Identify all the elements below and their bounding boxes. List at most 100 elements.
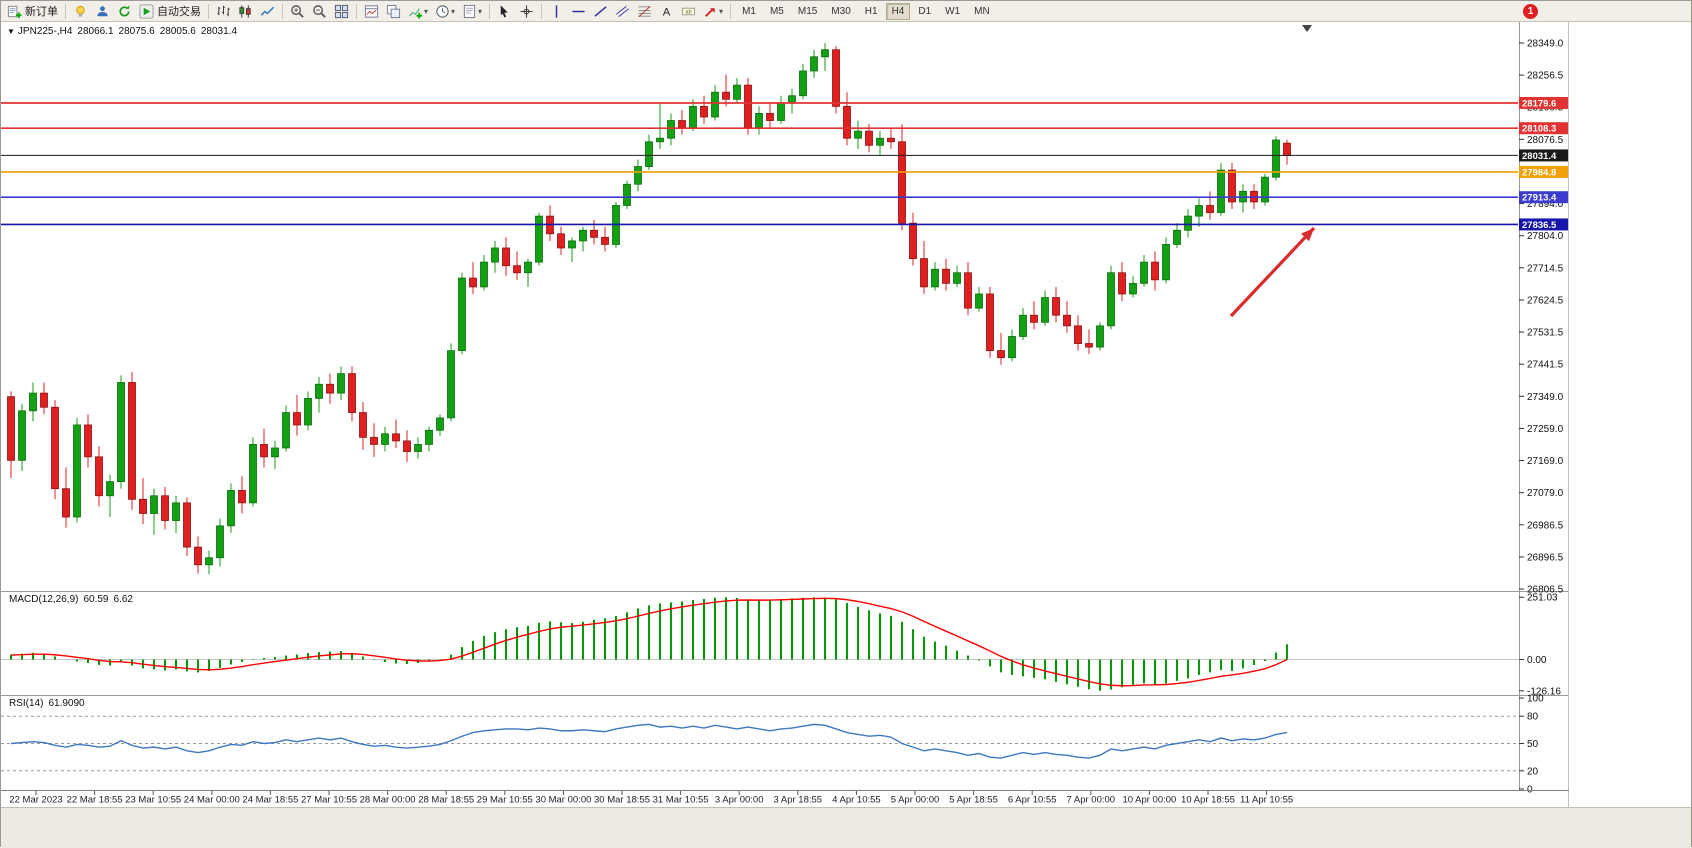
bull-candle [1196, 205, 1203, 216]
cursor-button[interactable] [494, 2, 515, 21]
time-axis-label: 11 Apr 10:55 [1240, 795, 1293, 806]
tile-windows-button[interactable] [331, 2, 352, 21]
bull-candle [316, 384, 323, 398]
timeframe-mn[interactable]: MN [968, 3, 996, 20]
bear-candle [965, 273, 972, 308]
bull-candle [173, 503, 180, 521]
timeframe-h4[interactable]: H4 [886, 3, 911, 20]
bull-candle [118, 382, 125, 481]
symbol-period: JPN225-,H4 [18, 26, 72, 37]
timeframe-w1[interactable]: W1 [939, 3, 966, 20]
timeframe-m15[interactable]: M15 [792, 3, 823, 20]
timeframe-d1[interactable]: D1 [912, 3, 937, 20]
bull-candle [932, 269, 939, 287]
bull-candle [1163, 244, 1170, 279]
channel-button[interactable] [612, 2, 633, 21]
time-axis-label: 28 Mar 00:00 [360, 795, 416, 806]
price-tick-label: 28076.5 [1527, 135, 1564, 146]
indicators-button[interactable]: ▾ [405, 2, 431, 21]
bull-candle [1097, 326, 1104, 347]
bull-candle [525, 262, 532, 273]
bull-candle [877, 138, 884, 145]
bull-candle [1185, 216, 1192, 230]
bull-candle [1009, 336, 1016, 357]
arrows-button[interactable]: ▾ [700, 2, 726, 21]
toolbar-divider [208, 4, 209, 19]
bear-candle [701, 106, 708, 117]
templates-button[interactable]: ▾ [459, 2, 485, 21]
toolbar-divider [65, 4, 66, 19]
timeframe-m30[interactable]: M30 [825, 3, 856, 20]
bear-candle [921, 259, 928, 287]
crosshair-button[interactable] [516, 2, 537, 21]
candlestick-chart-icon [238, 4, 253, 19]
timeframe-m1[interactable]: M1 [736, 3, 762, 20]
bars-chart-button[interactable] [213, 2, 234, 21]
macd-tick-label: 251.03 [1527, 593, 1558, 604]
text-button[interactable]: A [656, 2, 677, 21]
time-axis-label: 30 Mar 00:00 [535, 795, 591, 806]
macd-tick-label: 0.00 [1527, 655, 1547, 666]
zoom-out-button[interactable] [309, 2, 330, 21]
bull-candle [206, 558, 213, 565]
bars-chart-icon [216, 4, 231, 19]
bear-candle [1152, 262, 1159, 280]
bull-candle [305, 398, 312, 425]
bull-candle [976, 294, 983, 308]
bear-candle [723, 92, 730, 99]
bull-candle [569, 241, 576, 248]
collapse-triangle-icon[interactable]: ▼ [7, 27, 15, 36]
trendline-button[interactable] [590, 2, 611, 21]
bull-candle [668, 121, 675, 139]
price-tick-label: 27259.0 [1527, 424, 1564, 435]
chart-window-button[interactable] [361, 2, 382, 21]
timeframe-h1[interactable]: H1 [859, 3, 884, 20]
bull-candle [437, 418, 444, 430]
rsi-value: 61.9090 [48, 698, 84, 709]
price-tick-label: 28256.5 [1527, 71, 1564, 82]
vertical-line-button[interactable] [546, 2, 567, 21]
line-chart-button[interactable] [257, 2, 278, 21]
candlestick-chart-button[interactable] [235, 2, 256, 21]
cascade-windows-button[interactable] [383, 2, 404, 21]
bull-candle [712, 92, 719, 117]
price-badge-label: 27913.4 [1522, 193, 1557, 204]
bull-candle [151, 496, 158, 514]
label-button[interactable]: ab [678, 2, 699, 21]
lightbulb-icon [73, 4, 88, 19]
toolbar-divider [541, 4, 542, 19]
fibonacci-button[interactable] [634, 2, 655, 21]
add-indicator-icon [408, 4, 423, 19]
bull-candle [19, 411, 26, 461]
bear-candle [767, 113, 774, 120]
toolbar-divider [282, 4, 283, 19]
bull-candle [107, 482, 114, 496]
bear-candle [1086, 344, 1093, 348]
time-axis-label: 24 Mar 00:00 [184, 795, 240, 806]
bear-candle [327, 384, 334, 393]
bull-candle [690, 106, 697, 127]
horizontal-line-button[interactable] [568, 2, 589, 21]
user-button[interactable] [92, 2, 113, 21]
new-order-button[interactable]: 新订单 [4, 2, 61, 21]
bull-candle [800, 71, 807, 96]
bull-candle [855, 131, 862, 138]
bear-candle [745, 85, 752, 127]
notification-badge[interactable]: 1 [1523, 4, 1538, 19]
bull-candle [1020, 315, 1027, 336]
bear-candle [1031, 315, 1038, 322]
bull-candle [426, 430, 433, 444]
autotrading-button[interactable]: 自动交易 [136, 2, 204, 21]
zoom-in-button[interactable] [287, 2, 308, 21]
zoom-in-icon [290, 4, 305, 19]
bear-candle [294, 413, 301, 425]
timeframe-m5[interactable]: M5 [764, 3, 790, 20]
time-axis-label: 24 Mar 18:55 [242, 795, 298, 806]
refresh-button[interactable] [114, 2, 135, 21]
bull-candle [1262, 177, 1269, 202]
bear-candle [404, 441, 411, 452]
lightbulb-button[interactable] [70, 2, 91, 21]
periods-button[interactable]: ▾ [432, 2, 458, 21]
